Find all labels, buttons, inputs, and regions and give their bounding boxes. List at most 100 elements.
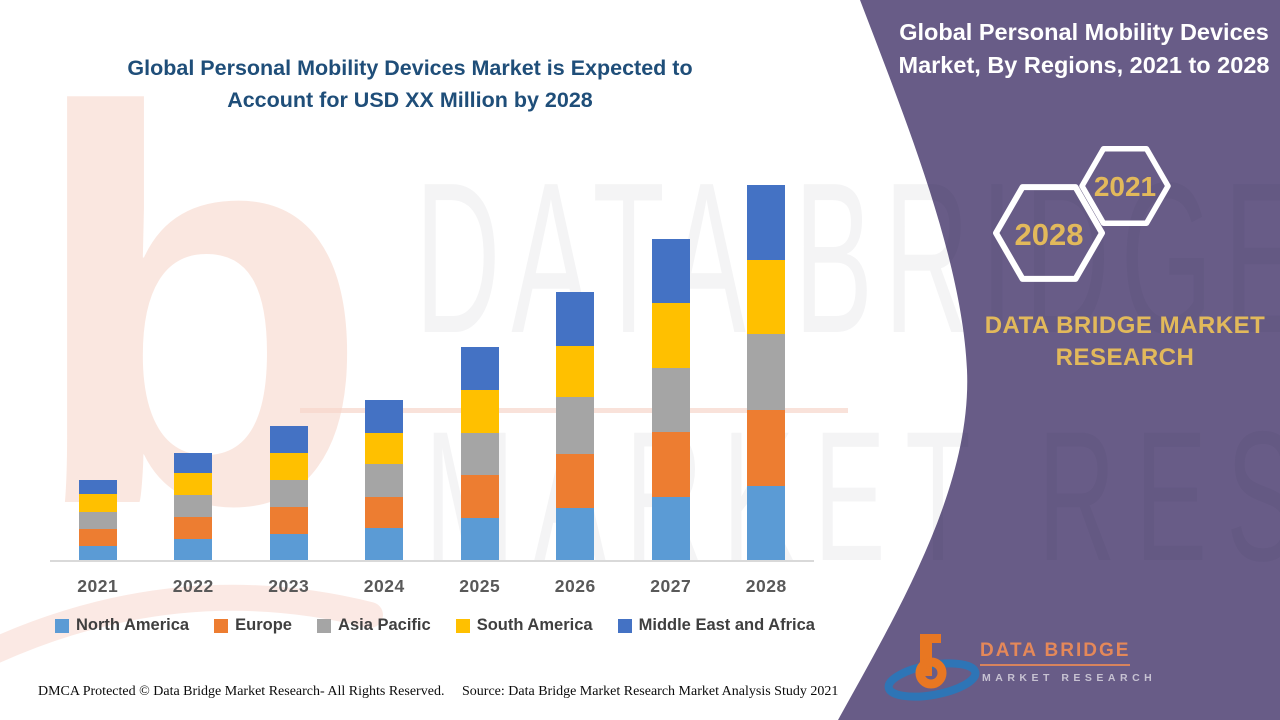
- segment-2024-south-america: [365, 433, 404, 464]
- segment-2024-europe: [365, 497, 404, 528]
- legend-label: Europe: [235, 616, 292, 634]
- bar-2023: [269, 426, 308, 560]
- segment-2026-south-america: [556, 346, 595, 397]
- bar-column-2028: [719, 178, 815, 560]
- bar-column-2026: [528, 178, 624, 560]
- segment-2023-middle-east-and-africa: [269, 426, 308, 453]
- footer-source-text: Source: Data Bridge Market Research Mark…: [462, 684, 839, 699]
- segment-2028-middle-east-and-africa: [747, 185, 786, 260]
- watermark-swoosh: [0, 584, 383, 663]
- x-tick-2028: 2028: [745, 576, 787, 596]
- bar-2027: [651, 239, 690, 560]
- segment-2025-asia-pacific: [460, 433, 499, 475]
- chart: 2021 2022 2023 2024 2025 2026 2027 2028: [50, 178, 814, 597]
- hexagon-2021-outline: [1079, 146, 1171, 226]
- legend-label: North America: [76, 616, 190, 634]
- segment-2028-north-america: [747, 486, 786, 560]
- legend-label: Middle East and Africa: [638, 616, 815, 634]
- legend-item-middle-east-and-africa: Middle East and Africa: [617, 616, 815, 635]
- brand-caption: DATA BRIDGE MARKET RESEARCH: [984, 312, 1266, 371]
- segment-2026-europe: [556, 454, 595, 508]
- segment-2022-europe: [174, 517, 213, 539]
- legend-swatch-south-america: [455, 618, 470, 633]
- x-tick-2027: 2027: [650, 576, 692, 596]
- segment-2028-europe: [747, 410, 786, 486]
- main-title: Global Personal Mobility Devices Market …: [127, 56, 693, 112]
- segment-2025-middle-east-and-africa: [460, 347, 499, 390]
- segment-2028-asia-pacific: [747, 334, 786, 410]
- hexagon-year-2021: 2021: [1093, 171, 1157, 202]
- legend-swatch-asia-pacific: [317, 618, 332, 633]
- segment-2025-north-america: [460, 518, 499, 560]
- x-tick-2022: 2022: [172, 576, 214, 596]
- data-bridge-logo: DATA BRIDGE MARKET RESEARCH: [882, 628, 1152, 703]
- bar-2028: [747, 185, 786, 560]
- segment-2021-middle-east-and-africa: [78, 480, 117, 494]
- legend-swatch-north-america: [55, 618, 69, 633]
- x-tick-2024: 2024: [363, 576, 405, 596]
- bar-column-2021: [50, 178, 146, 560]
- bar-2024: [365, 400, 404, 560]
- segment-2022-north-america: [174, 539, 213, 560]
- x-tick-2023: 2023: [268, 576, 310, 596]
- segment-2027-middle-east-and-africa: [651, 239, 690, 303]
- segment-2028-south-america: [747, 260, 786, 334]
- legend-item-south-america: South America: [455, 616, 593, 635]
- segment-2027-north-america: [651, 497, 690, 560]
- x-tick-2021: 2021: [77, 576, 119, 596]
- logo-name-text: DATA BRIDGE: [980, 640, 1131, 666]
- segment-2023-north-america: [269, 534, 308, 560]
- segment-2023-europe: [269, 507, 308, 534]
- hexagon-2028-outline: [993, 184, 1105, 282]
- x-tick-2025: 2025: [459, 576, 501, 596]
- legend-label: Asia Pacific: [338, 616, 431, 634]
- segment-2025-south-america: [460, 390, 499, 433]
- segment-2022-middle-east-and-africa: [174, 453, 213, 473]
- segment-2023-south-america: [269, 453, 308, 480]
- legend-swatch-europe: [214, 618, 229, 633]
- segment-2025-europe: [460, 475, 499, 518]
- segment-2021-asia-pacific: [78, 512, 117, 529]
- legend-swatch-middle-east-and-africa: [617, 618, 632, 633]
- segment-2026-middle-east-and-africa: [556, 292, 595, 346]
- segment-2021-europe: [78, 529, 117, 546]
- segment-2027-europe: [651, 432, 690, 497]
- segment-2021-north-america: [78, 546, 117, 560]
- segment-2021-south-america: [78, 494, 117, 512]
- segment-2024-middle-east-and-africa: [365, 400, 404, 433]
- legend: North America Europe Asia Pacific South Ame…: [55, 616, 815, 635]
- bar-column-2027: [623, 178, 719, 560]
- hexagon-year-2028: 2028: [1014, 217, 1084, 252]
- hexagon-badges: [993, 146, 1171, 282]
- bar-2026: [556, 292, 595, 560]
- segment-2023-asia-pacific: [269, 480, 308, 507]
- segment-2024-asia-pacific: [365, 464, 404, 497]
- x-tick-2026: 2026: [554, 576, 596, 596]
- bar-2022: [174, 453, 213, 560]
- plot-area: [50, 178, 814, 562]
- data-bridge-logo-mark: [884, 634, 980, 701]
- x-axis-labels: 2021 2022 2023 2024 2025 2026 2027 2028: [50, 562, 814, 597]
- segment-2026-north-america: [556, 508, 595, 560]
- segment-2026-asia-pacific: [556, 397, 595, 454]
- bar-column-2024: [337, 178, 433, 560]
- footer-dmca-text: DMCA Protected © Data Bridge Market Rese…: [38, 684, 445, 699]
- bar-column-2025: [432, 178, 528, 560]
- bar-column-2022: [146, 178, 242, 560]
- legend-item-north-america: North America: [55, 616, 189, 635]
- side-panel-title: Global Personal Mobility Devices Market,…: [898, 19, 1270, 78]
- legend-item-asia-pacific: Asia Pacific: [317, 616, 431, 635]
- bar-2025: [460, 347, 499, 560]
- logo-subtitle-text: MARKET RESEARCH: [982, 672, 1157, 684]
- bar-column-2023: [241, 178, 337, 560]
- segment-2024-north-america: [365, 528, 404, 560]
- segment-2027-south-america: [651, 303, 690, 368]
- bar-2021: [78, 480, 117, 560]
- segment-2027-asia-pacific: [651, 368, 690, 432]
- segment-2022-asia-pacific: [174, 495, 213, 517]
- segment-2022-south-america: [174, 473, 213, 495]
- legend-label: South America: [476, 616, 593, 634]
- legend-item-europe: Europe: [214, 616, 292, 635]
